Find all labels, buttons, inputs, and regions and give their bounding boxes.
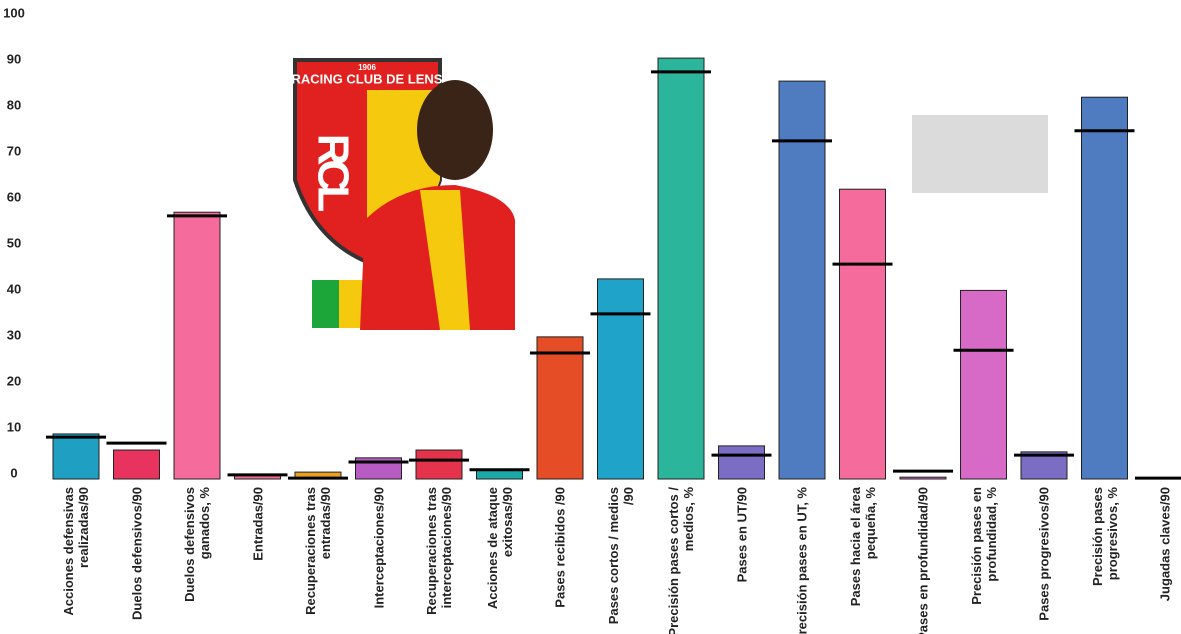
bar (960, 289, 1007, 480)
x-tick-label: Precisión pases cortos / medios, % (666, 487, 696, 634)
x-tick-label: Pases recibidos /90 (552, 487, 568, 608)
y-tick-label: 100 (3, 5, 25, 20)
y-tick-label: 90 (7, 51, 21, 66)
x-tick-label: Acciones defensivas realizadas/90 (61, 487, 91, 616)
x-tick-label: Pases cortos / medios /90 (605, 487, 636, 625)
bar (52, 433, 100, 480)
y-tick-label: 30 (7, 327, 21, 342)
y-tick-label: 60 (7, 189, 21, 204)
logo-letters: RCL (308, 134, 357, 212)
x-tick-label: Duelos defensivos ganados, % (182, 487, 212, 602)
bar (657, 57, 705, 480)
x-tick-label: Pases en UT/90 (734, 487, 749, 583)
y-tick-label: 10 (7, 419, 21, 434)
bar (536, 336, 584, 480)
x-tick-label: Entradas/90 (250, 487, 265, 561)
bar (597, 278, 644, 480)
player-photo (312, 80, 515, 330)
y-tick-label: 20 (7, 373, 21, 388)
watermark-logo (912, 115, 1048, 193)
x-tick-label: Pases progresivos/90 (1036, 487, 1052, 621)
logo-name: RACING CLUB DE LENS (292, 71, 443, 86)
y-tick-label: 40 (7, 281, 21, 296)
x-tick-label: Pases en profundidad/90 (915, 487, 931, 634)
y-tick-label: 50 (7, 235, 21, 250)
x-tick-label: Precisión pases en UT, % (794, 487, 810, 634)
bar (1081, 96, 1128, 480)
x-tick-label: Duelos defensivos/90 (129, 487, 144, 620)
bar (415, 449, 463, 480)
logo-year: 1906 (358, 63, 376, 72)
x-tick-label: Recuperaciones tras entradas/90 (303, 487, 333, 615)
bar (718, 445, 765, 480)
y-tick-label: 80 (7, 97, 21, 112)
y-tick-label: 0 (10, 465, 17, 480)
x-tick-label: Pases hacia el área pequeña, % (847, 487, 878, 607)
bar (839, 188, 886, 480)
x-tick-label: Interceptaciones/90 (371, 487, 386, 609)
bar (778, 80, 826, 480)
x-tick-label: Precisión pases en profundidad, % (968, 487, 999, 605)
x-tick-label: Jugadas claves/90 (1157, 487, 1173, 602)
bar (173, 211, 221, 480)
x-tick-label: Acciones de ataque exitosas/90 (484, 487, 515, 610)
y-tick-label: 70 (7, 143, 21, 158)
x-tick-label: Recuperaciones tras interceptaciones/90 (424, 487, 454, 615)
bar (899, 476, 947, 480)
x-tick-label: Precisión pases progresivos, % (1089, 487, 1120, 586)
bar (113, 449, 160, 480)
